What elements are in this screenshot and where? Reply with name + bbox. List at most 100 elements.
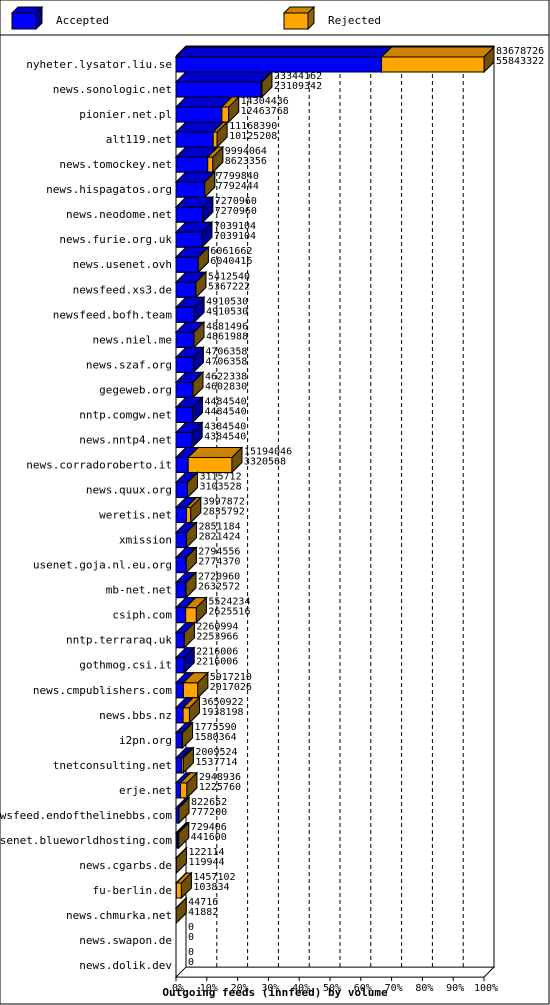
- bar-rejected: [185, 521, 198, 549]
- value-label-accepted: 4602830: [205, 381, 247, 392]
- category-label: news.szaf.org: [86, 358, 172, 371]
- bar-rejected: [184, 571, 198, 599]
- value-label-total: 2720960: [198, 572, 240, 583]
- value-label-accepted: 119944: [188, 857, 224, 868]
- bar-rejected: [192, 321, 206, 349]
- value-label-total: 3650922: [201, 697, 243, 708]
- value-label-total: 822652: [191, 797, 227, 808]
- plot-frame: [0, 34, 550, 1005]
- category-label: news.niel.me: [93, 333, 172, 346]
- bar-rejected: [197, 246, 210, 274]
- x-tick-label: 40%: [292, 983, 310, 994]
- bar-rejected: [177, 796, 191, 825]
- value-label-total: 2216006: [196, 647, 238, 658]
- value-label-accepted: 2017026: [210, 682, 252, 693]
- value-label-total: 3115712: [199, 472, 241, 483]
- value-label-total: 23344162: [274, 71, 322, 82]
- category-label: nntp.terraraq.uk: [66, 634, 172, 647]
- value-label-total: 6061662: [210, 246, 252, 257]
- category-label: news.usenet.ovh: [73, 258, 172, 271]
- value-label-total: 7799840: [217, 171, 259, 182]
- floor: [174, 966, 496, 978]
- x-tick-label: 50%: [323, 983, 341, 994]
- bar-accepted: [174, 70, 273, 99]
- category-label: tnetconsulting.net: [53, 759, 172, 772]
- x-tick-label: 0%: [172, 983, 184, 994]
- category-label: fu-berlin.de: [93, 884, 172, 897]
- value-label-total: 7270960: [215, 196, 257, 207]
- value-label-accepted: 4706358: [205, 356, 247, 367]
- value-label-total: 83678726: [496, 46, 544, 57]
- category-label: news.corradoroberto.it: [26, 458, 172, 471]
- value-label-accepted: 23109342: [274, 81, 322, 92]
- category-label: news.neodome.net: [66, 208, 172, 221]
- value-label-total: 44716: [188, 897, 218, 908]
- bar-rejected: [194, 271, 208, 299]
- legend: Accepted Rejected: [0, 0, 550, 36]
- value-label-total: 122114: [188, 847, 224, 858]
- category-label: newsfeed.xs3.de: [73, 283, 172, 296]
- value-label-total: 3997872: [203, 497, 245, 508]
- value-label-total: 5917210: [210, 672, 252, 683]
- category-label: xmission: [119, 534, 172, 547]
- legend-swatch-rejected: [282, 5, 316, 31]
- value-label-total: 4484540: [205, 396, 247, 407]
- bar-accepted: [174, 646, 196, 674]
- value-label-total: 15194046: [244, 446, 292, 457]
- bar-rejected: [182, 671, 209, 699]
- category-label: newsfeed.bofh.team: [53, 308, 173, 321]
- value-label-total: 2009524: [195, 747, 237, 758]
- category-label: gothmog.csi.it: [79, 659, 172, 672]
- value-label-accepted: 0: [188, 957, 194, 968]
- value-label-accepted: 0: [188, 932, 194, 943]
- bar-rejected: [186, 471, 199, 499]
- bar-rejected: [183, 621, 196, 649]
- category-label: news.sonologic.net: [53, 83, 172, 96]
- bar-rejected: [191, 371, 205, 399]
- value-label-accepted: 12463768: [241, 106, 289, 117]
- value-label-total: 4622338: [205, 371, 247, 382]
- category-label: pionier.net.pl: [79, 108, 172, 121]
- value-label-total: 4881496: [206, 321, 248, 332]
- bar-accepted: [174, 296, 206, 324]
- category-label: newsfeed.endofthelinebbs.com: [0, 809, 172, 822]
- bar-rejected: [176, 821, 190, 850]
- category-label: i2pn.org: [119, 734, 172, 747]
- bar-accepted: [174, 195, 214, 224]
- value-label-accepted: 2253966: [196, 632, 238, 643]
- legend-swatch-accepted: [10, 5, 44, 31]
- value-label-accepted: 2835792: [203, 507, 245, 518]
- x-tick-label: 100%: [474, 983, 498, 994]
- value-label-accepted: 55843322: [496, 56, 544, 67]
- value-label-accepted: 2625516: [208, 607, 250, 618]
- category-label: news.hispagatos.org: [46, 183, 172, 196]
- bar-rejected: [175, 846, 188, 875]
- value-label-total: 14304436: [241, 96, 289, 107]
- category-label: erje.net: [119, 784, 172, 797]
- bar-rejected: [174, 896, 188, 925]
- bar-rejected: [180, 746, 195, 775]
- category-label: usenet.goja.nl.eu.org: [33, 559, 172, 572]
- value-label-accepted: 10125208: [229, 131, 277, 142]
- value-label-accepted: 2216006: [196, 657, 238, 668]
- value-label-accepted: 103834: [193, 882, 229, 893]
- category-label: news.nntp4.net: [79, 433, 172, 446]
- value-label-total: 4706358: [205, 346, 247, 357]
- value-label-total: 2851184: [198, 522, 240, 533]
- category-label: news.cgarbs.de: [79, 859, 172, 872]
- plot-area: 0% 10% 20% 30% 40% 50% 60% 70% 80% 90% 100% nyheter…: [0, 34, 550, 1005]
- legend-label-rejected: Rejected: [328, 14, 381, 27]
- bar-rejected: [179, 771, 199, 800]
- value-label-total: 5524234: [208, 597, 250, 608]
- bar-rejected: [212, 120, 229, 149]
- category-label: news.quux.org: [86, 484, 172, 497]
- x-tick-label: 80%: [415, 983, 433, 994]
- value-label-accepted: 7792444: [217, 181, 259, 192]
- category-label: news.tomockey.net: [59, 158, 172, 171]
- category-label: alt119.net: [106, 133, 172, 146]
- category-label: mb-net.net: [106, 584, 172, 597]
- value-label-total: 0: [188, 947, 194, 958]
- value-label-accepted: 7039104: [214, 231, 256, 242]
- value-label-accepted: 1225760: [199, 782, 241, 793]
